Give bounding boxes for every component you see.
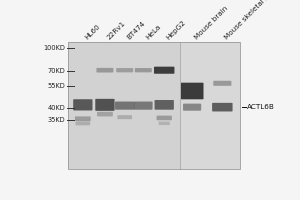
Text: 22Rv1: 22Rv1 (106, 20, 127, 41)
Text: 100KD: 100KD (44, 45, 65, 51)
Text: 70KD: 70KD (48, 68, 65, 74)
FancyBboxPatch shape (115, 102, 134, 110)
Text: 35KD: 35KD (48, 117, 65, 123)
FancyBboxPatch shape (76, 121, 90, 125)
Text: 55KD: 55KD (48, 83, 65, 89)
Text: 40KD: 40KD (48, 105, 65, 111)
FancyBboxPatch shape (95, 99, 115, 111)
FancyBboxPatch shape (117, 115, 132, 119)
Text: BT474: BT474 (126, 20, 146, 41)
FancyBboxPatch shape (154, 67, 174, 74)
FancyBboxPatch shape (97, 112, 113, 116)
Text: Mouse skeletal muscle: Mouse skeletal muscle (224, 0, 286, 41)
FancyBboxPatch shape (183, 104, 201, 111)
Text: Mouse brain: Mouse brain (193, 5, 229, 41)
Bar (68, 42, 181, 169)
Bar (181, 42, 240, 169)
Text: ACTL6B: ACTL6B (247, 104, 274, 110)
FancyBboxPatch shape (157, 116, 172, 120)
FancyBboxPatch shape (154, 100, 174, 110)
FancyBboxPatch shape (159, 122, 170, 125)
Text: HL60: HL60 (84, 23, 101, 41)
FancyBboxPatch shape (75, 116, 91, 121)
FancyBboxPatch shape (116, 68, 133, 72)
FancyBboxPatch shape (213, 81, 231, 86)
FancyBboxPatch shape (134, 102, 153, 110)
Bar (68, 42, 240, 169)
FancyBboxPatch shape (212, 103, 232, 111)
FancyBboxPatch shape (73, 99, 92, 110)
FancyBboxPatch shape (96, 68, 113, 73)
Text: HeLa: HeLa (145, 24, 162, 41)
FancyBboxPatch shape (181, 83, 203, 99)
FancyBboxPatch shape (135, 68, 152, 72)
Text: HepG2: HepG2 (165, 19, 187, 41)
